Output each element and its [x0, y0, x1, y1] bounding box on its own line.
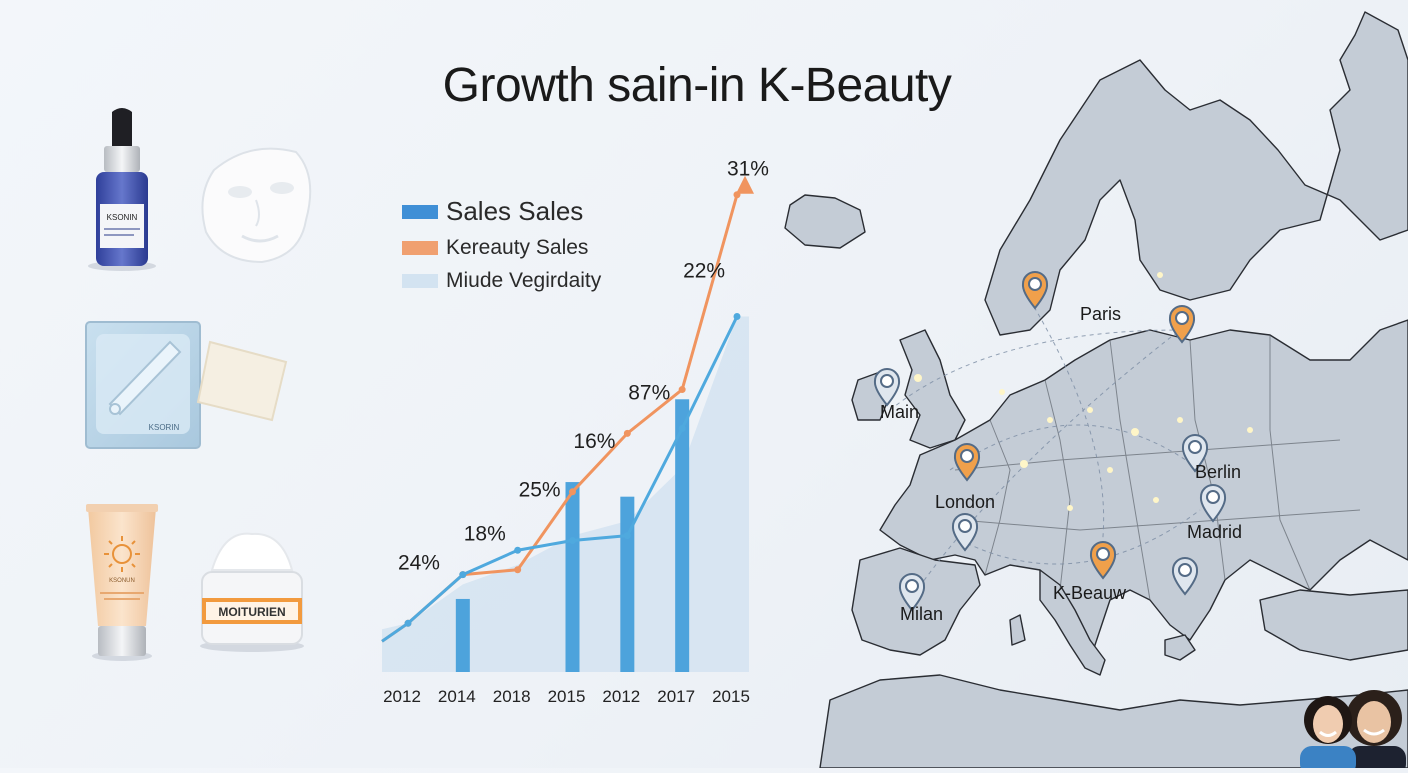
presenters-illustration [1300, 690, 1406, 773]
city-label-paris: Paris [1080, 304, 1121, 324]
point-series-1-5 [678, 425, 686, 432]
sheet-mask-icon [201, 147, 312, 264]
legend-item-sales: Sales Sales [402, 196, 601, 227]
map-pin-center [905, 579, 919, 593]
legend-swatch-kbeauty [402, 241, 438, 255]
legend-label-sales: Sales Sales [446, 196, 584, 226]
bar-2017-5 [675, 399, 690, 672]
map-pin-center [958, 519, 972, 533]
serum-label: KSONIN [107, 213, 138, 222]
x-tick-label: 2012 [383, 687, 421, 706]
city-markers: Paris Main Berlin London Madrid K-Beauw Milan [873, 271, 1242, 624]
point-series-1-4 [623, 532, 631, 540]
tube-label: KSONUN [109, 578, 135, 584]
point-series-1-0 [404, 619, 412, 627]
serum-bottle-icon: KSONIN [88, 108, 156, 271]
europe-map: Paris Main Berlin London Madrid K-Beauw Milan [784, 11, 1408, 768]
legend-item-kbeauty: Kereauty Sales [402, 236, 601, 260]
point-series-0-2 [514, 566, 522, 574]
map-pin-center [960, 449, 974, 463]
legend-label-kbeauty: Kereauty Sales [446, 236, 589, 259]
map-pin-center [1028, 277, 1042, 291]
x-tick-label: 2018 [493, 687, 531, 706]
growth-arrow-head [736, 175, 754, 194]
data-label: 25% [519, 479, 561, 502]
x-tick-label: 2014 [438, 687, 476, 706]
map-pin-center [1188, 440, 1202, 454]
product-illustrations: KSONIN KSORIN [0, 0, 340, 768]
legend-swatch-vegirdaity [402, 274, 438, 288]
country-borders [954, 335, 1361, 601]
data-label: 22% [683, 260, 725, 283]
europe-landmass [784, 11, 1408, 768]
map-pin-center [1175, 311, 1189, 325]
bar-2015-3 [565, 482, 580, 672]
patch-pouch-icon: KSORIN [85, 321, 288, 449]
products-svg: KSONIN KSORIN [85, 108, 312, 661]
city-label-kbeauw: K-Beauw [1053, 583, 1127, 603]
city-label-london: London [935, 492, 995, 512]
map-pin-center [880, 374, 894, 388]
data-label: 24% [398, 552, 440, 575]
map-pin-center [1206, 490, 1220, 504]
legend-label-vegirdaity: Miude Vegirdaity [446, 269, 602, 292]
data-label: 87% [628, 381, 670, 404]
city-label-madrid: Madrid [1187, 522, 1242, 542]
data-label: 18% [464, 523, 506, 546]
x-tick-label: 2012 [602, 687, 640, 706]
x-tick-label: 2015 [712, 687, 750, 706]
point-series-1-3 [569, 537, 576, 545]
sunscreen-tube-icon: KSONUN [86, 504, 158, 661]
legend-item-vegirdaity: Miude Vegirdaity [402, 269, 601, 293]
map-pin-center [1178, 563, 1192, 577]
point-series-1-6 [733, 312, 741, 320]
point-series-1-1 [459, 571, 467, 579]
network-connections [889, 299, 1201, 601]
network-nodes [914, 272, 1253, 511]
presenter-avatars [1292, 684, 1408, 773]
data-label: 16% [573, 430, 615, 453]
city-label-berlin: Berlin [1195, 462, 1241, 482]
bar-2012-4 [620, 496, 635, 672]
bar-2014-1 [455, 598, 470, 672]
chart-legend: Sales Sales Kereauty Sales Miude Vegirda… [402, 196, 601, 302]
city-label-main: Main [880, 402, 919, 422]
legend-swatch-sales [402, 204, 438, 219]
x-tick-label: 2015 [548, 687, 586, 706]
x-tick-label: 2017 [657, 687, 695, 706]
point-series-0-4 [623, 429, 631, 437]
moisturizer-jar-icon: MOITURIEN [200, 532, 304, 652]
point-series-1-2 [514, 546, 522, 554]
city-label-milan: Milan [900, 604, 943, 624]
data-label: 31% [727, 157, 769, 180]
point-series-0-3 [569, 488, 576, 496]
map-pin-center [1096, 547, 1110, 561]
jar-label: MOITURIEN [218, 605, 285, 619]
growth-chart: 2012 2014 2018 2015 2012 2017 2015 24% 18% 25% 16%… [381, 157, 769, 706]
area-miude-vegirdaity [382, 316, 749, 672]
point-series-0-5 [678, 386, 686, 394]
line-series-1 [381, 315, 739, 643]
pouch-label: KSORIN [149, 423, 180, 432]
chart-title: Growth sain-in K-Beauty [442, 59, 952, 112]
